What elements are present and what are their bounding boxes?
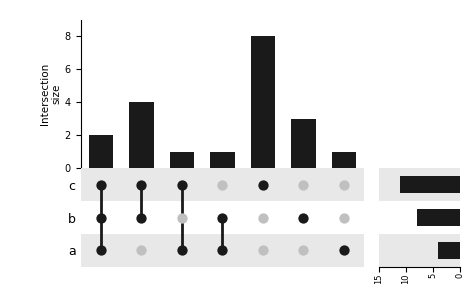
Bar xyxy=(251,36,275,168)
Point xyxy=(137,248,145,253)
Bar xyxy=(438,242,460,259)
Bar xyxy=(401,176,460,193)
Point xyxy=(340,182,348,187)
Point xyxy=(340,215,348,220)
FancyBboxPatch shape xyxy=(352,168,460,201)
Bar xyxy=(170,152,194,168)
Point xyxy=(178,182,186,187)
Point xyxy=(219,215,226,220)
Point xyxy=(219,248,226,253)
Point xyxy=(300,215,307,220)
FancyBboxPatch shape xyxy=(352,201,460,234)
Point xyxy=(97,215,105,220)
Point xyxy=(300,248,307,253)
Point xyxy=(300,182,307,187)
Point xyxy=(137,182,145,187)
FancyBboxPatch shape xyxy=(81,234,364,267)
Point xyxy=(219,182,226,187)
Bar xyxy=(291,119,316,168)
FancyBboxPatch shape xyxy=(81,168,364,201)
Point xyxy=(178,215,186,220)
Bar xyxy=(332,152,356,168)
FancyBboxPatch shape xyxy=(352,234,460,267)
Point xyxy=(259,215,267,220)
Point xyxy=(340,248,348,253)
Point xyxy=(97,182,105,187)
FancyBboxPatch shape xyxy=(81,201,364,234)
Bar xyxy=(129,102,154,168)
Bar xyxy=(417,209,460,226)
Point xyxy=(259,182,267,187)
Point xyxy=(178,248,186,253)
Bar xyxy=(210,152,235,168)
Bar xyxy=(89,135,113,168)
Y-axis label: Intersection
size: Intersection size xyxy=(40,63,62,125)
Point xyxy=(259,248,267,253)
Point xyxy=(137,215,145,220)
Point xyxy=(97,248,105,253)
